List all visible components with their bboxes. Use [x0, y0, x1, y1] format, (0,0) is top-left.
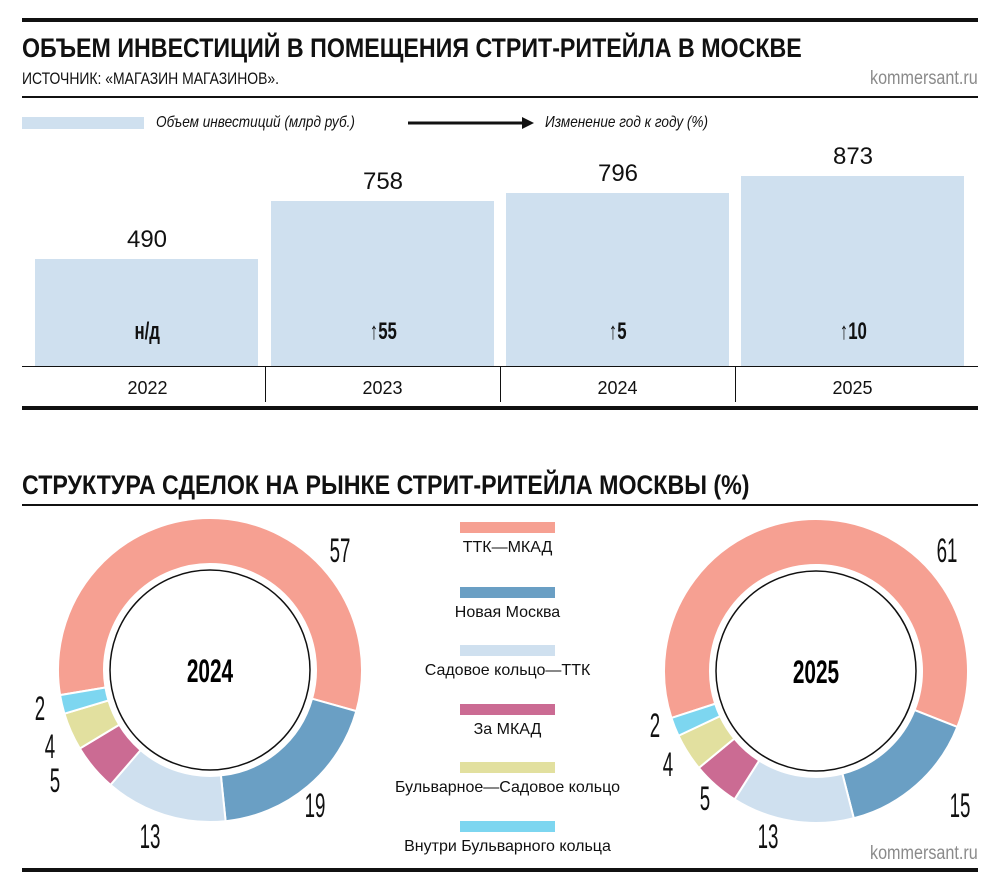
- change-value: ↑55: [369, 318, 397, 345]
- legend-swatch: [460, 821, 555, 832]
- year-divider: [265, 367, 266, 402]
- donut-center: [715, 570, 917, 772]
- x-axis-line: [22, 366, 978, 367]
- legend-swatch: [460, 704, 555, 715]
- legend-swatch: [460, 587, 555, 598]
- legend-swatch: [460, 762, 555, 773]
- change-value: ↑10: [839, 318, 867, 345]
- segment-value-label: 5: [49, 762, 61, 800]
- year-divider: [735, 367, 736, 402]
- segment-value-label: 61: [936, 532, 958, 570]
- legend-label: Внутри Бульварного кольца: [404, 838, 611, 855]
- bar-value-label: 873: [832, 143, 874, 170]
- donut-segment: [670, 702, 722, 738]
- footer-brand: kommersant.ru: [870, 843, 978, 864]
- segment-value-label: 19: [304, 787, 326, 825]
- legend-label: ТТК—МКАД: [462, 539, 553, 556]
- legend-bar-label: Объем инвестиций (млрд руб.): [156, 114, 355, 131]
- segment-value-label: 13: [757, 818, 779, 856]
- bar-2025: [741, 176, 964, 366]
- section-rule: [22, 406, 978, 410]
- change-label: ↑10: [741, 318, 965, 346]
- bar-value-label: 758: [362, 168, 404, 196]
- legend-swatch: [460, 645, 555, 656]
- legend-arrow-label: Изменение год к году (%): [545, 114, 709, 131]
- top-rule: [22, 18, 978, 22]
- change-label: ↑5: [506, 318, 730, 346]
- donut-year-label: 2024: [187, 654, 233, 690]
- donut-segment: [663, 518, 969, 729]
- legend-bar-swatch: [22, 117, 144, 129]
- segment-value-label: 13: [139, 818, 161, 856]
- legend-label: Садовое кольцо—ТТК: [424, 662, 591, 679]
- segment-value-label: 5: [699, 780, 711, 818]
- segment-value-label: 4: [662, 746, 674, 784]
- segment-value-label: 2: [649, 707, 661, 745]
- bar-2023: [271, 201, 494, 366]
- change-value: ↑5: [609, 318, 627, 345]
- brand-label: kommersant.ru: [870, 68, 978, 89]
- header-rule: [22, 96, 978, 98]
- bar-value-label: 490: [126, 226, 168, 254]
- year-label: 2023: [362, 378, 403, 398]
- donut-center: [109, 569, 311, 771]
- change-value: н/д: [134, 318, 160, 345]
- change-label: ↑55: [271, 318, 495, 346]
- change-label: н/д: [35, 318, 259, 346]
- bar-2024: [506, 192, 729, 366]
- year-label: 2022: [127, 378, 168, 398]
- donut-segment: [57, 517, 363, 713]
- bar-value-label: 796: [597, 159, 639, 187]
- legend-label: Новая Москва: [454, 604, 561, 621]
- donut-year-label: 2025: [793, 655, 839, 691]
- bar-2022: [35, 259, 258, 366]
- donut-title: СТРУКТУРА СДЕЛОК НА РЫНКЕ СТРИТ-РИТЕЙЛА …: [22, 470, 750, 500]
- segment-value-label: 15: [949, 787, 971, 825]
- legend-swatch: [460, 522, 555, 533]
- year-label: 2024: [597, 378, 638, 398]
- donut-segment: [58, 686, 110, 715]
- year-divider: [500, 367, 501, 402]
- donut-header-rule: [22, 504, 978, 506]
- arrow-icon: [408, 117, 534, 129]
- legend-label: Бульварное—Садовое кольцо: [395, 779, 620, 796]
- chart-title: ОБЪЕМ ИНВЕСТИЦИЙ В ПОМЕЩЕНИЯ СТРИТ-РИТЕЙ…: [22, 33, 802, 63]
- legend-label: За МКАД: [473, 721, 542, 738]
- source-note: ИСТОЧНИК: «МАГАЗИН МАГАЗИНОВ».: [22, 69, 280, 88]
- year-label: 2025: [832, 378, 873, 398]
- segment-value-label: 4: [44, 728, 56, 766]
- bottom-rule: [22, 868, 978, 872]
- segment-value-label: 57: [329, 532, 351, 570]
- segment-value-label: 2: [34, 690, 46, 728]
